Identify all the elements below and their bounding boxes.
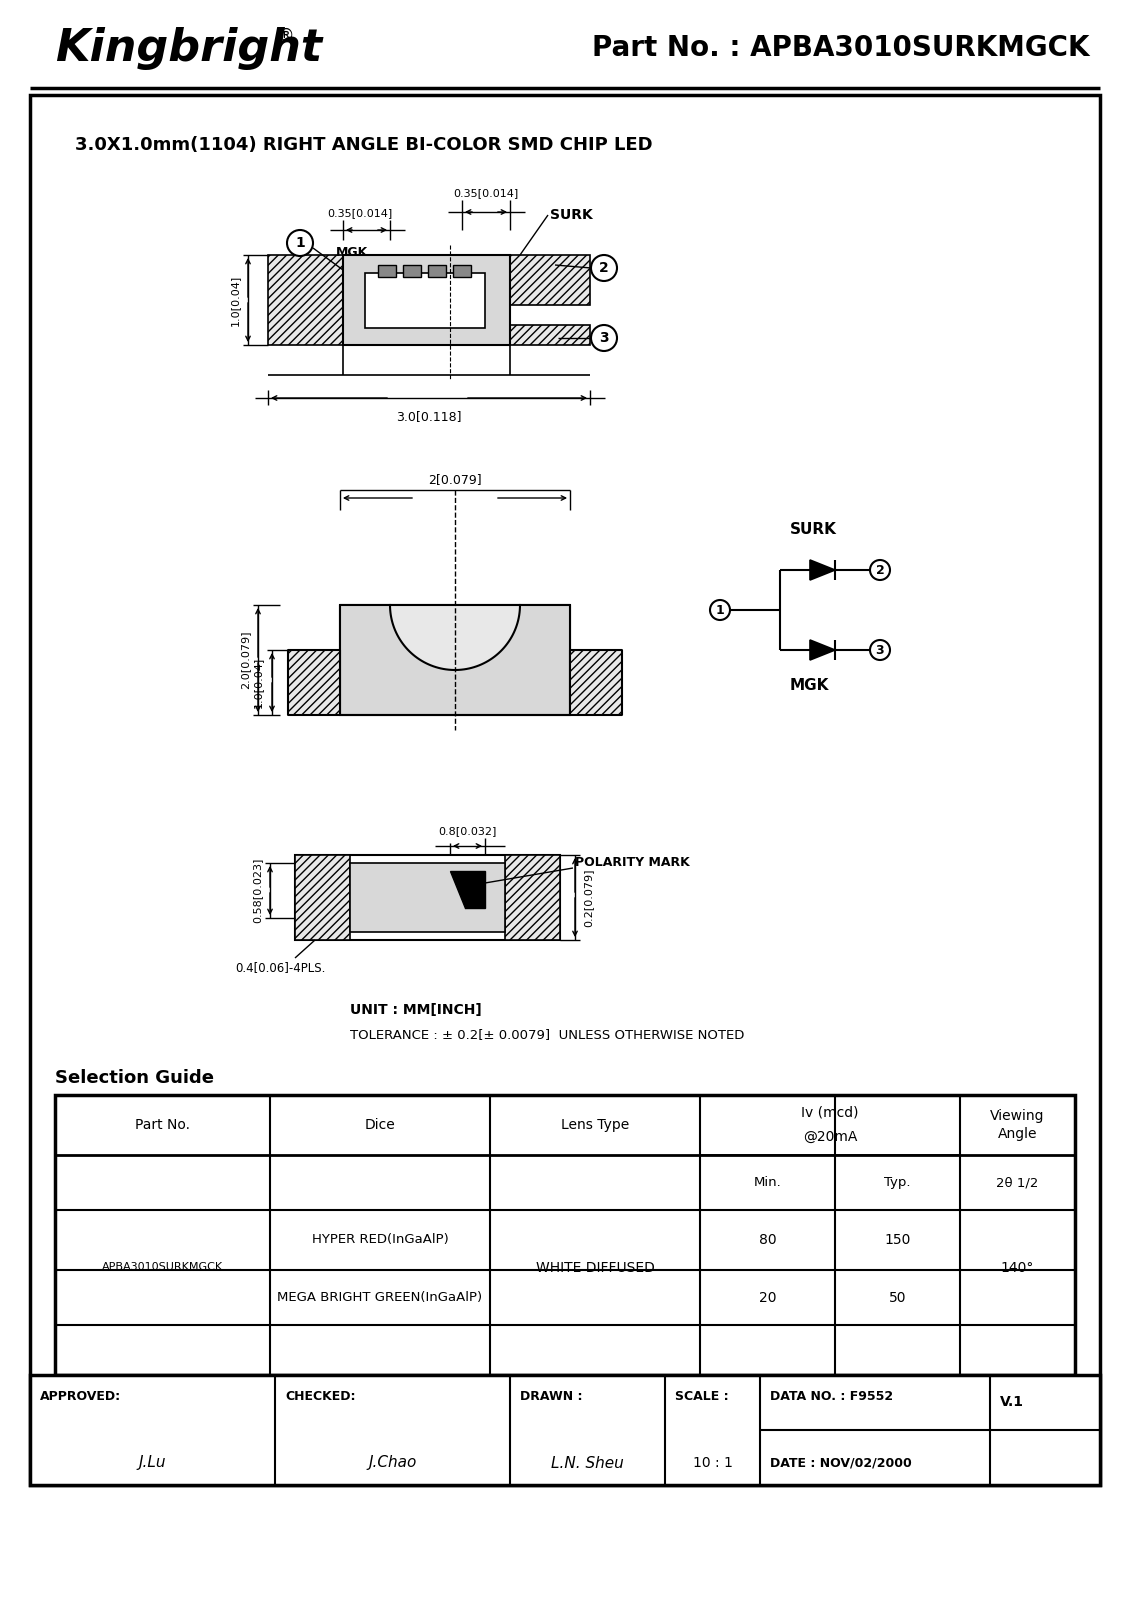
Text: J.Chao: J.Chao [369,1456,416,1470]
Text: J.Lu: J.Lu [139,1456,166,1470]
Text: 1: 1 [295,235,305,250]
Polygon shape [810,560,835,579]
Bar [295,854,560,939]
Text: 3: 3 [599,331,608,346]
Text: 80: 80 [759,1234,776,1246]
Bar [340,605,570,650]
Bar [454,266,470,277]
Text: 0.8[0.032]: 0.8[0.032] [438,826,497,835]
Polygon shape [390,605,520,670]
Text: Selection Guide: Selection Guide [55,1069,214,1086]
Text: Kingbright: Kingbright [55,27,322,69]
Bar [403,266,421,277]
Bar [343,254,510,346]
Text: Min.: Min. [753,1176,782,1189]
Text: Part No.: Part No. [135,1118,190,1133]
Text: @20mA: @20mA [803,1130,857,1144]
Text: 140°: 140° [1001,1261,1034,1275]
Bar [340,605,570,715]
Text: 3.0[0.118]: 3.0[0.118] [396,410,461,422]
Bar [55,1094,1074,1374]
Circle shape [592,254,618,282]
Text: POLARITY MARK: POLARITY MARK [575,856,690,869]
Bar [570,650,622,715]
Bar [288,650,340,715]
Text: UNIT : MM[INCH]: UNIT : MM[INCH] [349,1003,482,1018]
Bar [510,325,590,346]
Circle shape [710,600,729,619]
Text: ®: ® [278,27,294,45]
Text: TOLERANCE : ± 0.2[± 0.0079]  UNLESS OTHERWISE NOTED: TOLERANCE : ± 0.2[± 0.0079] UNLESS OTHER… [349,1029,744,1042]
Text: MGK: MGK [336,245,369,259]
Text: 50: 50 [889,1291,906,1304]
Bar [428,266,446,277]
Text: 2θ 1/2: 2θ 1/2 [996,1176,1038,1189]
Text: 3: 3 [875,643,884,656]
Text: Viewing
Angle: Viewing Angle [991,1109,1045,1141]
Text: 1: 1 [716,603,724,616]
Text: SURK: SURK [789,523,837,538]
Bar [378,266,396,277]
Text: APPROVED:: APPROVED: [40,1390,121,1403]
Text: WHITE DIFFUSED: WHITE DIFFUSED [536,1261,655,1275]
Text: 2: 2 [875,563,884,576]
Text: 10 : 1: 10 : 1 [692,1456,733,1470]
Text: 0.58[0.023]: 0.58[0.023] [252,858,262,923]
Text: DATA NO. : F9552: DATA NO. : F9552 [770,1390,893,1403]
Text: DRAWN :: DRAWN : [520,1390,582,1403]
Text: MEGA BRIGHT GREEN(InGaAlP): MEGA BRIGHT GREEN(InGaAlP) [277,1291,483,1304]
Text: 1.0[0.04]: 1.0[0.04] [230,274,240,326]
Circle shape [592,325,618,350]
Text: SCALE :: SCALE : [675,1390,728,1403]
Text: 0.35[0.014]: 0.35[0.014] [327,208,392,218]
Text: Dice: Dice [364,1118,396,1133]
Text: 2.0[0.079]: 2.0[0.079] [240,630,250,690]
Text: APBA3010SURKMGCK: APBA3010SURKMGCK [102,1262,223,1272]
Bar [365,274,485,328]
Bar [510,254,590,306]
Bar [349,862,506,931]
Polygon shape [450,870,485,909]
Text: 150: 150 [884,1234,910,1246]
Text: 0.35[0.014]: 0.35[0.014] [454,187,519,198]
Text: SURK: SURK [550,208,593,222]
Text: 2: 2 [599,261,608,275]
Text: MGK: MGK [789,677,829,693]
Text: L.N. Sheu: L.N. Sheu [551,1456,624,1470]
Bar [506,854,560,939]
Text: 0.2[0.079]: 0.2[0.079] [582,869,593,926]
Text: DATE : NOV/02/2000: DATE : NOV/02/2000 [770,1456,912,1469]
Text: Part No. : APBA3010SURKMGCK: Part No. : APBA3010SURKMGCK [593,34,1090,62]
Text: 1.0[0.04]: 1.0[0.04] [253,656,264,707]
Text: 0.4[0.06]-4PLS.: 0.4[0.06]-4PLS. [235,962,326,974]
Bar [31,94,1100,1485]
Circle shape [870,640,890,659]
Text: 20: 20 [759,1291,776,1304]
Text: V.1: V.1 [1000,1395,1024,1410]
Bar [31,1374,1100,1485]
Circle shape [870,560,890,579]
Text: 3.0X1.0mm(1104) RIGHT ANGLE BI-COLOR SMD CHIP LED: 3.0X1.0mm(1104) RIGHT ANGLE BI-COLOR SMD… [75,136,653,154]
Text: HYPER RED(InGaAlP): HYPER RED(InGaAlP) [312,1234,448,1246]
Bar [295,854,349,939]
Text: 2[0.079]: 2[0.079] [429,474,482,486]
Text: Iv (mcd): Iv (mcd) [801,1106,858,1120]
Text: CHECKED:: CHECKED: [285,1390,355,1403]
Polygon shape [810,640,835,659]
Text: Lens Type: Lens Type [561,1118,629,1133]
Circle shape [287,230,313,256]
Text: Typ.: Typ. [884,1176,910,1189]
Bar [268,254,343,346]
